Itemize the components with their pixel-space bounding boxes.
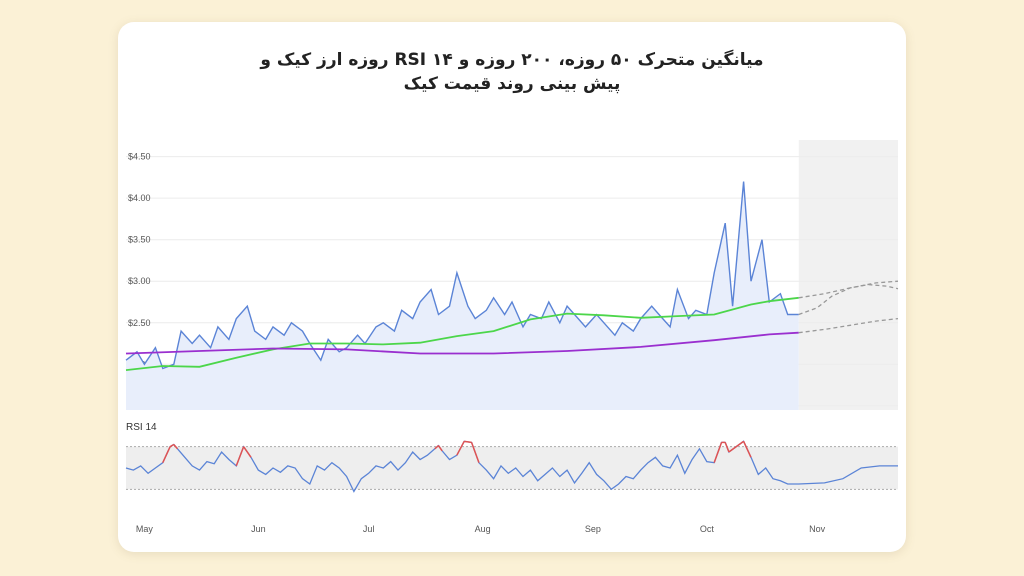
rsi-overbought-segment <box>713 442 723 463</box>
month-tick-label: May <box>136 524 154 534</box>
rsi-label: RSI 14 <box>126 422 157 433</box>
rsi-overbought-segment <box>434 445 439 450</box>
chart-card: میانگین متحرک ۵۰ روزه، ۲۰۰ روزه و RSI ۱۴… <box>118 22 906 552</box>
price-area <box>126 181 799 410</box>
chart-title: میانگین متحرک ۵۰ روزه، ۲۰۰ روزه و RSI ۱۴… <box>118 48 906 96</box>
rsi-overbought-segment <box>724 442 730 453</box>
rsi-overbought-segment <box>169 443 175 448</box>
rsi-overbought-segment <box>162 446 171 463</box>
ma50-line <box>125 296 799 371</box>
rsi-overbought-segment <box>742 441 752 458</box>
rsi-overbought-segment <box>464 440 472 444</box>
rsi-overbought-segment <box>735 440 745 448</box>
month-tick-label: Nov <box>809 524 826 534</box>
price-line <box>125 181 799 370</box>
month-tick-label: Aug <box>475 524 491 534</box>
rsi-overbought-segment <box>456 440 465 456</box>
chart-title-line2: پیش بینی روند قیمت کیک <box>403 74 621 94</box>
rsi-overbought-segment <box>173 444 179 450</box>
month-tick-label: Jul <box>363 524 375 534</box>
rsi-band <box>126 446 898 490</box>
month-tick-label: Jun <box>251 524 266 534</box>
price-ytick-label: $4.50 <box>128 152 151 162</box>
chart-title-line1: میانگین متحرک ۵۰ روزه، ۲۰۰ روزه و RSI ۱۴… <box>260 50 764 70</box>
forecast_lower-line <box>798 317 899 334</box>
price-ytick-label: $3.00 <box>128 276 151 286</box>
month-tick-label: Oct <box>700 524 715 534</box>
rsi-overbought-segment <box>470 442 480 463</box>
rsi-overbought-segment <box>728 446 737 453</box>
rsi-overbought-segment <box>235 446 245 467</box>
rsi-overbought-segment <box>437 445 443 452</box>
month-tick-label: Sep <box>585 524 601 534</box>
price-ytick-label: $3.50 <box>128 235 151 245</box>
forecast_mid-line <box>798 283 899 316</box>
ma200-line <box>125 331 799 355</box>
forecast-region <box>798 140 898 410</box>
price-ytick-label: $2.50 <box>128 318 151 328</box>
rsi-overbought-segment <box>243 446 252 458</box>
price-ytick-label: $4.00 <box>128 193 151 203</box>
